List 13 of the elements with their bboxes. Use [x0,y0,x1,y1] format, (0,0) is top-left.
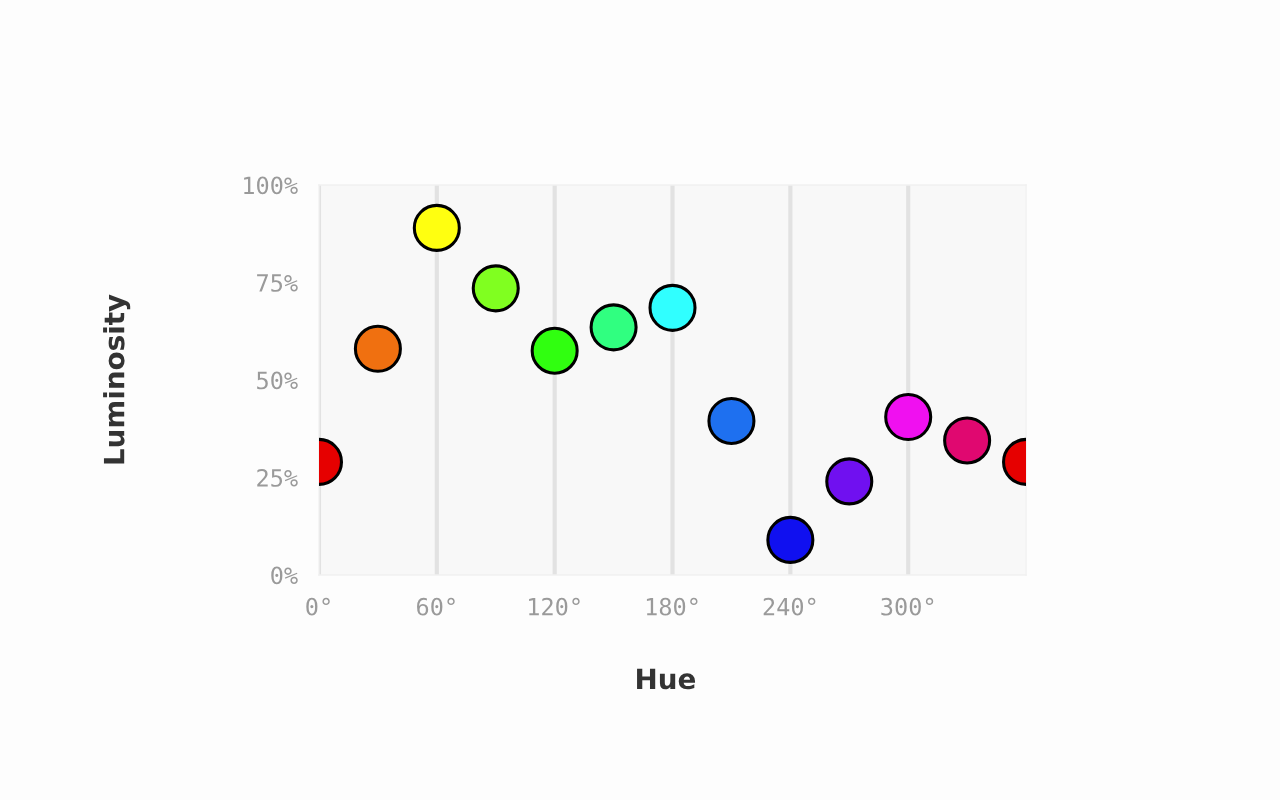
x-tick-label: 240° [763,597,816,616]
y-tick-label: 0% [271,566,298,585]
y-tick-label: 50% [257,371,298,390]
y-tick-label: 25% [257,469,298,487]
x-tick-label: 60° [417,597,455,616]
y-axis-title: Luminosity [103,294,131,464]
x-tick-label: 120° [529,597,580,616]
x-axis-title: Hue [637,668,696,690]
x-tick-label: 300° [881,597,934,616]
y-tick-label: 75% [257,274,298,292]
x-tick-label: 0° [306,597,330,616]
y-tick-label: 100% [244,176,298,195]
x-tick-label: 180° [646,597,698,616]
